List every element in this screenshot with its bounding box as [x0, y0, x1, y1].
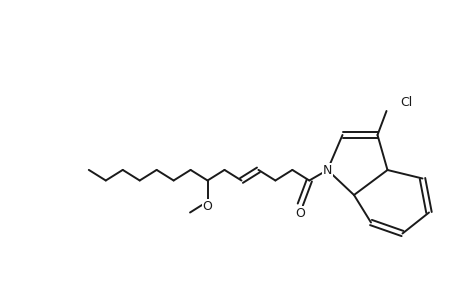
Text: O: O	[295, 207, 305, 220]
Text: Cl: Cl	[400, 96, 412, 109]
Text: N: N	[322, 164, 331, 176]
Text: O: O	[202, 200, 212, 213]
